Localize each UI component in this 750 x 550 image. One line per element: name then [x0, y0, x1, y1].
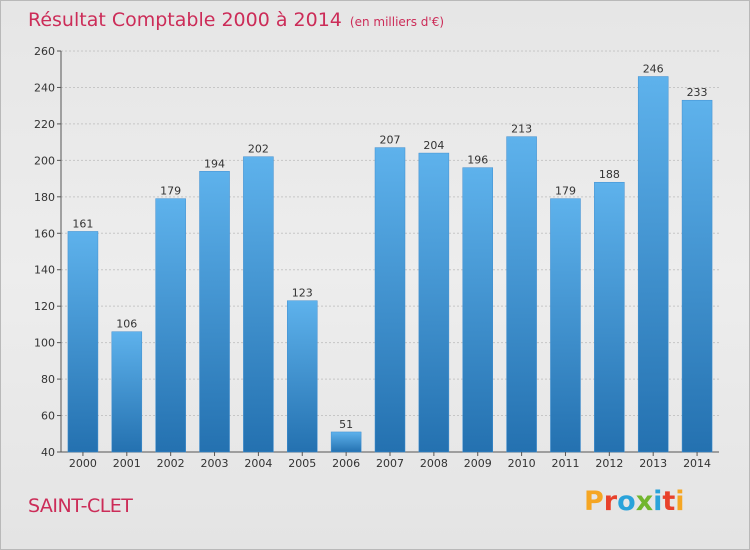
logo-letter: P	[584, 486, 604, 517]
bar-2012	[594, 181, 625, 453]
x-tick-label: 2006	[332, 457, 360, 470]
y-tick-label: 260	[34, 45, 55, 58]
x-tick-label: 2001	[113, 457, 141, 470]
bar-2003	[199, 171, 230, 453]
x-tick-label: 2011	[551, 457, 579, 470]
data-label: 207	[380, 134, 401, 147]
data-label: 188	[599, 168, 620, 181]
logo-letter: i	[675, 486, 685, 517]
data-label: 194	[204, 157, 225, 170]
x-tick-label: 2012	[595, 457, 623, 470]
bar-2005	[287, 300, 318, 453]
y-tick-label: 60	[41, 410, 55, 423]
logo-letter: x	[635, 486, 654, 517]
chart-header: Résultat Comptable 2000 à 2014 (en millie…	[28, 9, 444, 31]
bar-2006	[330, 431, 362, 453]
bar-2000	[67, 231, 99, 453]
logo-letter: t	[662, 486, 676, 517]
logo-letter: o	[617, 486, 636, 517]
y-tick-label: 220	[34, 118, 55, 131]
bar-2010	[506, 136, 537, 453]
chart-unit: (en milliers d'€)	[349, 15, 445, 29]
y-tick-label: 40	[41, 446, 55, 459]
data-label: 196	[467, 154, 488, 167]
x-tick-label: 2013	[639, 457, 667, 470]
data-label: 161	[72, 217, 93, 230]
x-tick-label: 2014	[683, 457, 711, 470]
y-tick-label: 160	[34, 227, 55, 240]
bar-2001	[111, 331, 143, 453]
x-tick-label: 2002	[157, 457, 185, 470]
logo-letter: i	[653, 486, 663, 517]
y-tick-label: 80	[41, 373, 55, 386]
x-tick-label: 2003	[201, 457, 229, 470]
bar-2004	[243, 156, 274, 453]
x-tick-label: 2000	[69, 457, 97, 470]
proxiti-logo: Proxiti	[584, 486, 685, 517]
data-label: 179	[160, 185, 181, 198]
x-tick-label: 2004	[244, 457, 272, 470]
y-tick-label: 140	[34, 264, 55, 277]
y-tick-label: 100	[34, 337, 55, 350]
data-label: 202	[248, 143, 269, 156]
data-label: 246	[643, 63, 664, 76]
data-label: 213	[511, 123, 532, 136]
logo-letter: r	[603, 486, 618, 517]
y-tick-label: 120	[34, 300, 55, 313]
x-tick-label: 2007	[376, 457, 404, 470]
city-name: SAINT-CLET	[28, 495, 133, 517]
y-tick-label: 200	[34, 154, 55, 167]
x-tick-label: 2009	[464, 457, 492, 470]
bar-2011	[550, 198, 581, 453]
data-label: 204	[423, 139, 444, 152]
data-label: 233	[687, 86, 708, 99]
bar-2007	[374, 147, 406, 453]
data-label: 179	[555, 185, 576, 198]
data-label: 106	[116, 318, 137, 331]
x-tick-label: 2010	[508, 457, 536, 470]
chart-title: Résultat Comptable 2000 à 2014	[28, 9, 342, 31]
bar-2008	[418, 152, 450, 453]
y-tick-label: 240	[34, 81, 55, 94]
data-label: 123	[292, 287, 313, 300]
data-label: 51	[339, 418, 353, 431]
bar-2002	[155, 198, 186, 453]
x-tick-label: 2005	[288, 457, 316, 470]
x-tick-label: 2008	[420, 457, 448, 470]
y-tick-label: 180	[34, 191, 55, 204]
bar-2009	[462, 167, 493, 453]
bar-2013	[637, 76, 669, 453]
bar-2014	[681, 99, 713, 453]
